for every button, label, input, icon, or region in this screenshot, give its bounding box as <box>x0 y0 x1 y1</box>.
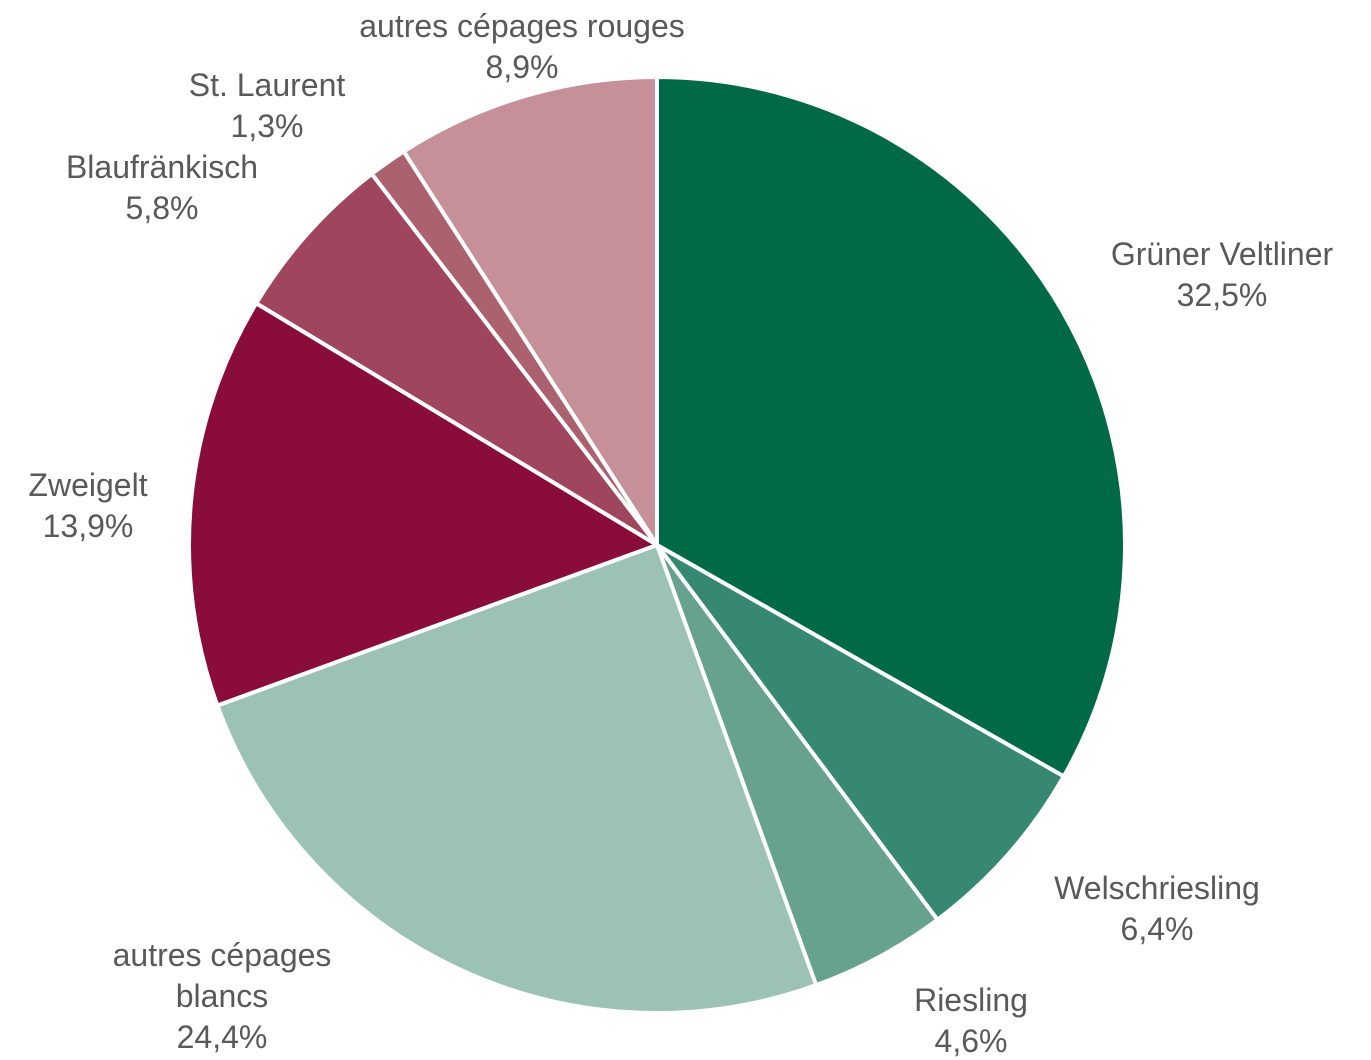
slice-category-label: blancs <box>176 978 269 1014</box>
slice-category-label: Blaufränkisch <box>66 149 258 185</box>
slice-value-label: 8,9% <box>486 49 559 85</box>
slice-category-label: Riesling <box>914 982 1028 1018</box>
slice-category-label: St. Laurent <box>189 67 346 103</box>
slice-value-label: 5,8% <box>126 190 199 226</box>
slice-category-label: Zweigelt <box>28 467 147 503</box>
slice-value-label: 32,5% <box>1177 277 1268 313</box>
slice-category-label: autres cépages rouges <box>359 8 685 44</box>
slice-category-label: Welschriesling <box>1054 870 1260 906</box>
slice-value-label: 6,4% <box>1121 911 1194 947</box>
slice-value-label: 13,9% <box>43 508 134 544</box>
pie-slice <box>215 543 819 1015</box>
pie-slices <box>187 75 1127 1015</box>
pie-slice <box>187 301 659 708</box>
pie-slice <box>655 543 1066 922</box>
pie-slice <box>655 75 1127 779</box>
slice-value-label: 4,6% <box>935 1023 1008 1059</box>
slice-value-label: 24,4% <box>177 1019 268 1055</box>
pie-labels: Grüner Veltliner 32,5% Welschriesling 6,4% R… <box>28 8 1333 1059</box>
slice-category-label: Grüner Veltliner <box>1111 236 1334 272</box>
slice-value-label: 1,3% <box>231 108 304 144</box>
slice-category-label: autres cépages <box>113 937 332 973</box>
pie-slice <box>401 75 659 547</box>
pie-slice <box>254 171 659 547</box>
